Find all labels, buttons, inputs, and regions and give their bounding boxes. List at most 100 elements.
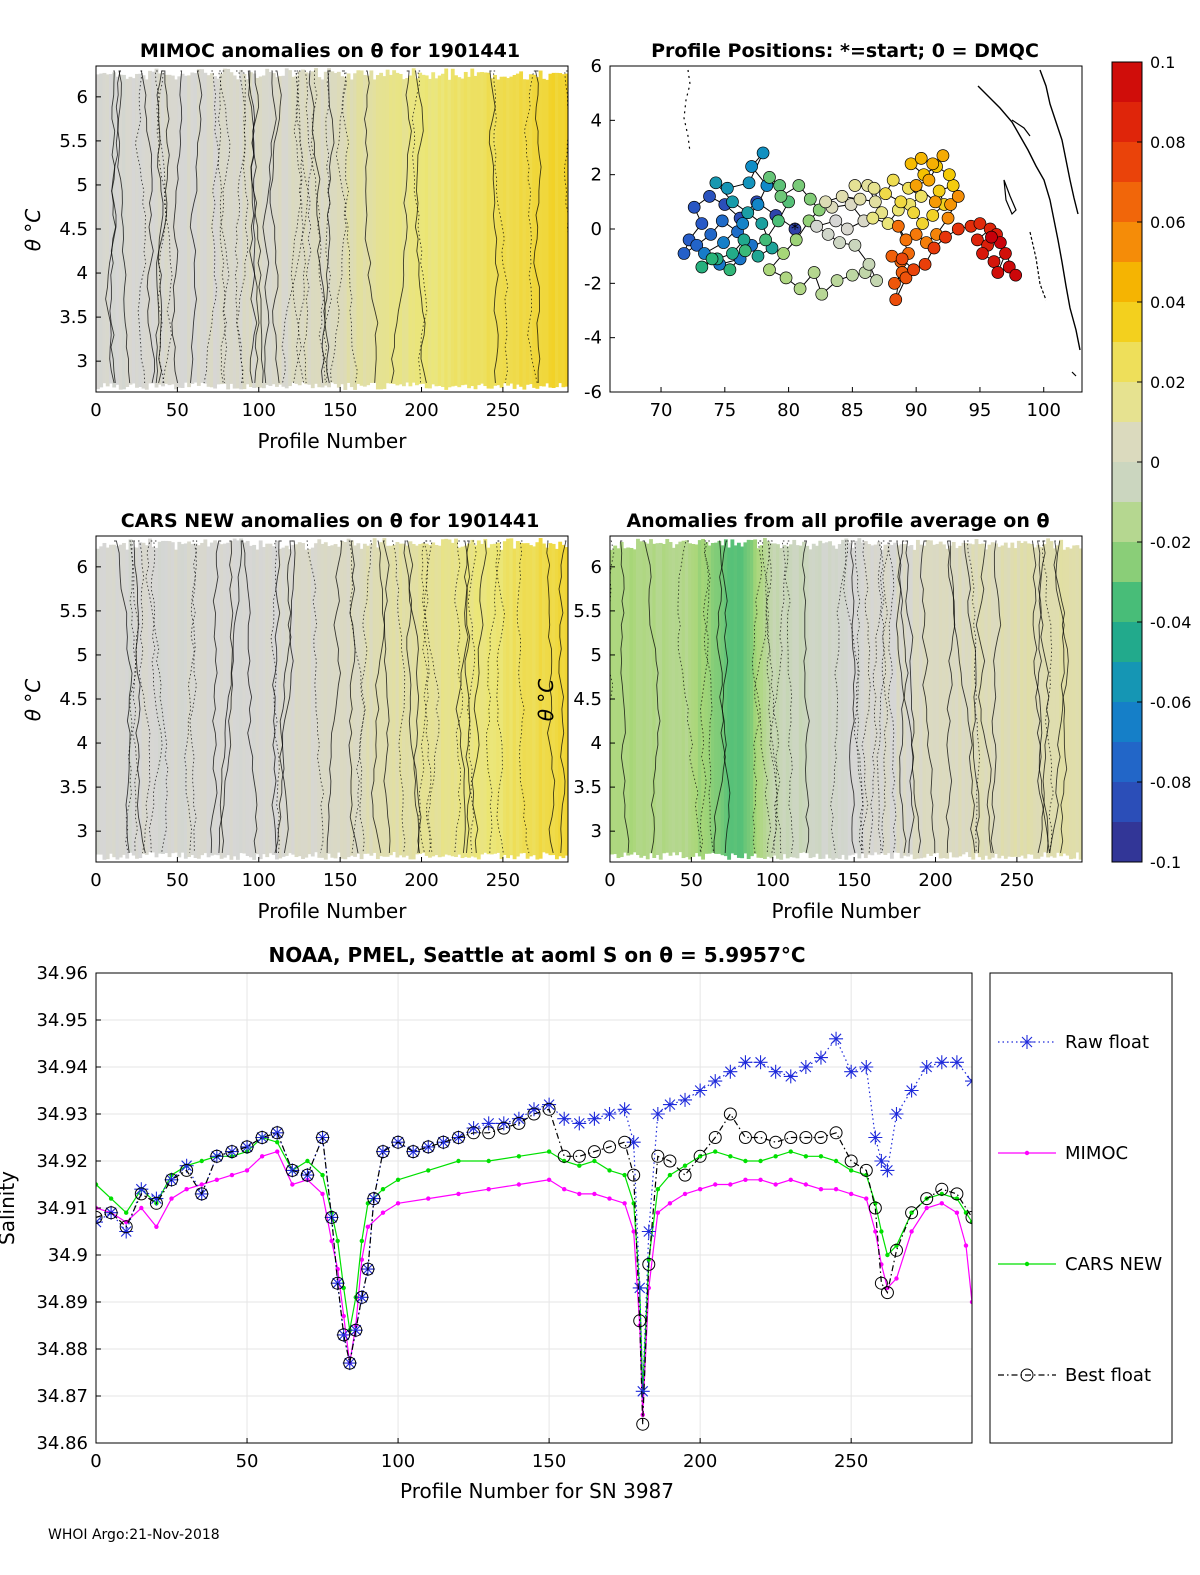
series-best	[96, 1102, 972, 1431]
series-point	[119, 1220, 133, 1234]
heatmap-cell-column	[190, 543, 195, 856]
colorbar-band	[1112, 382, 1142, 423]
heatmap-cell-column	[971, 544, 976, 860]
contour-line	[533, 70, 542, 384]
profile-position-point	[907, 206, 920, 220]
heatmap-cell-column	[190, 72, 195, 384]
heatmap-cell-column	[437, 75, 442, 386]
contour-line	[878, 540, 888, 854]
heatmap-cell-column	[1026, 543, 1031, 855]
profile-position-point	[848, 238, 862, 252]
series-point	[199, 1182, 204, 1187]
series-point	[290, 1182, 295, 1187]
heatmap-cell-column	[1055, 545, 1060, 853]
y-tick-label: 3.5	[573, 777, 602, 798]
heatmap-cell-column	[444, 68, 449, 390]
heatmap-cell-column	[740, 546, 745, 859]
heatmap-cell-column	[997, 546, 1002, 859]
profile-position-point	[976, 247, 989, 260]
contour-line	[414, 70, 427, 384]
series-point	[466, 1121, 481, 1136]
cars-ticks: 0 50 100 150 200 250 3 3.5 4 4.5 5 5.5 6	[59, 557, 520, 891]
colorbar-band	[1112, 542, 1142, 583]
heatmap-cell-column	[665, 538, 670, 853]
mimoc-xlabel: Profile Number	[258, 429, 408, 453]
series-point	[773, 1182, 778, 1187]
series-point	[134, 1187, 148, 1201]
heatmap-cell-column	[519, 542, 524, 854]
series-point	[240, 1139, 255, 1154]
contour-line	[713, 540, 729, 854]
heatmap-cell-column	[206, 546, 211, 858]
heatmap-cell-column	[873, 544, 878, 853]
profile-position-point	[715, 214, 729, 228]
profile-position-point	[789, 233, 803, 247]
colorbar-band	[1112, 302, 1142, 343]
heatmap-cell-column	[480, 72, 484, 384]
contour-line	[145, 540, 169, 854]
contour-line	[249, 70, 260, 384]
heatmap-cell-column	[932, 544, 937, 854]
heatmap-cell-column	[177, 76, 182, 388]
cars-anomaly-panel: CARS NEW anomalies on θ for 1901441 Prof…	[21, 510, 569, 923]
contour-line	[364, 70, 379, 384]
series-point	[154, 1224, 159, 1230]
colorbar-band	[1112, 62, 1142, 103]
x-tick-label: 250	[486, 870, 520, 891]
start-marker: *	[791, 219, 799, 238]
contour-line	[234, 70, 247, 384]
y-tick-label: 5	[591, 645, 602, 666]
series-point	[587, 1145, 601, 1159]
profile-position-point	[803, 192, 817, 206]
heatmap-cell-column	[961, 542, 966, 855]
contour-line	[411, 70, 428, 384]
heatmap-cell-column	[564, 547, 568, 856]
heatmap-cell-column	[112, 72, 117, 388]
salinity-series	[96, 1031, 972, 1431]
series-point	[451, 1131, 465, 1144]
series-point	[784, 1131, 798, 1144]
heatmap-cell-column	[1049, 541, 1054, 857]
series-point	[214, 1177, 220, 1183]
series-point	[180, 1163, 194, 1177]
profile-position-point	[793, 282, 807, 296]
series-point	[240, 1140, 254, 1154]
heatmap-cell-column	[349, 540, 354, 856]
series-point	[713, 1149, 718, 1154]
x-tick-label: 200	[404, 400, 438, 421]
heatmap-cell-column	[802, 541, 806, 853]
heatmap-cell-column	[109, 74, 113, 384]
profile-position-point	[909, 179, 923, 192]
heatmap-cell-column	[528, 545, 533, 857]
heatmap-cell-column	[509, 538, 514, 856]
contour-line	[113, 540, 133, 854]
heatmap-cell-column	[196, 69, 201, 386]
series-point	[663, 1154, 677, 1168]
profile-position-point	[751, 198, 765, 211]
series-point	[486, 1158, 491, 1164]
heatmap-cell-column	[275, 540, 279, 860]
contour-line	[751, 540, 772, 854]
heatmap-cell-column	[307, 549, 312, 855]
series-point	[320, 1191, 325, 1197]
contour-line	[125, 540, 140, 854]
heatmap-cell-column	[421, 74, 426, 384]
series-point	[743, 1158, 748, 1164]
heatmap-cell-column	[96, 74, 100, 390]
contour-line	[990, 540, 1002, 854]
contour-line	[784, 540, 794, 854]
heatmap-cell-column	[506, 78, 511, 386]
heatmap-cell-column	[652, 543, 657, 858]
heatmap-cell-column	[994, 543, 998, 855]
heatmap-cell-column	[889, 544, 894, 859]
contour-line	[341, 70, 358, 384]
series-point	[682, 1163, 688, 1168]
series-point	[395, 1201, 401, 1206]
heatmap-cell-column	[307, 73, 312, 385]
x-tick-label: 100	[381, 1451, 415, 1472]
series-point	[577, 1163, 582, 1168]
colorbar-band	[1112, 462, 1142, 503]
heatmap-cell-column	[320, 79, 325, 388]
heatmap-cell-column	[1075, 545, 1080, 853]
contour-line	[1035, 540, 1049, 854]
